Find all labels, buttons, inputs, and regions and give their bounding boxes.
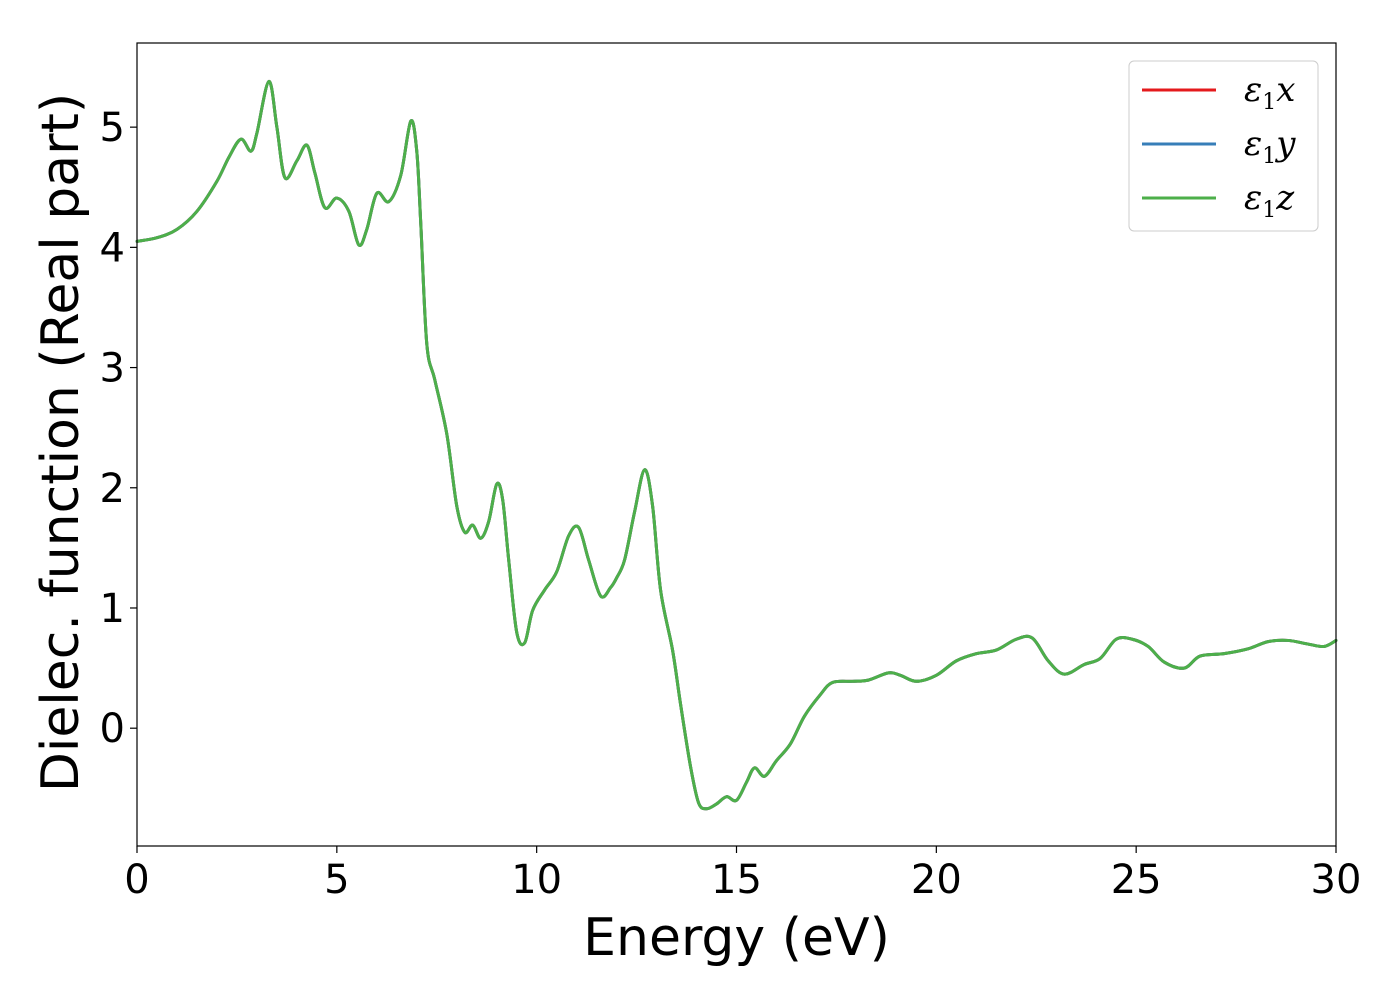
series-layer	[135, 79, 1338, 811]
y-tick-label: 3	[100, 346, 125, 392]
legend: ε1x ε1y ε1z	[1128, 60, 1319, 232]
y-axis-title: Dielec. function (Real part)	[31, 93, 91, 792]
x-axis-ticks: 0 5 10 15 20 25 30	[124, 846, 1361, 903]
x-tick-label: 15	[711, 857, 762, 903]
legend-label-3: ε1z	[1244, 178, 1295, 223]
x-tick-label: 5	[324, 857, 349, 903]
x-tick-label: 30	[1311, 857, 1362, 903]
y-tick-label: 4	[100, 225, 125, 271]
x-tick-label: 10	[511, 857, 562, 903]
x-tick-label: 25	[1111, 857, 1162, 903]
y-tick-label: 5	[100, 105, 125, 151]
legend-label-2: ε1y	[1244, 124, 1296, 169]
y-tick-label: 2	[100, 466, 125, 512]
legend-box	[1128, 60, 1319, 232]
y-tick-label: 0	[100, 706, 125, 752]
legend-label-1: ε1x	[1244, 70, 1295, 115]
x-axis-title: Energy (eV)	[583, 908, 890, 968]
y-axis-ticks: 0 1 2 3 4 5	[100, 105, 137, 752]
series-line-3	[135, 79, 1338, 811]
x-tick-label: 20	[911, 857, 962, 903]
y-tick-label: 1	[100, 586, 125, 632]
x-tick-label: 0	[124, 857, 149, 903]
